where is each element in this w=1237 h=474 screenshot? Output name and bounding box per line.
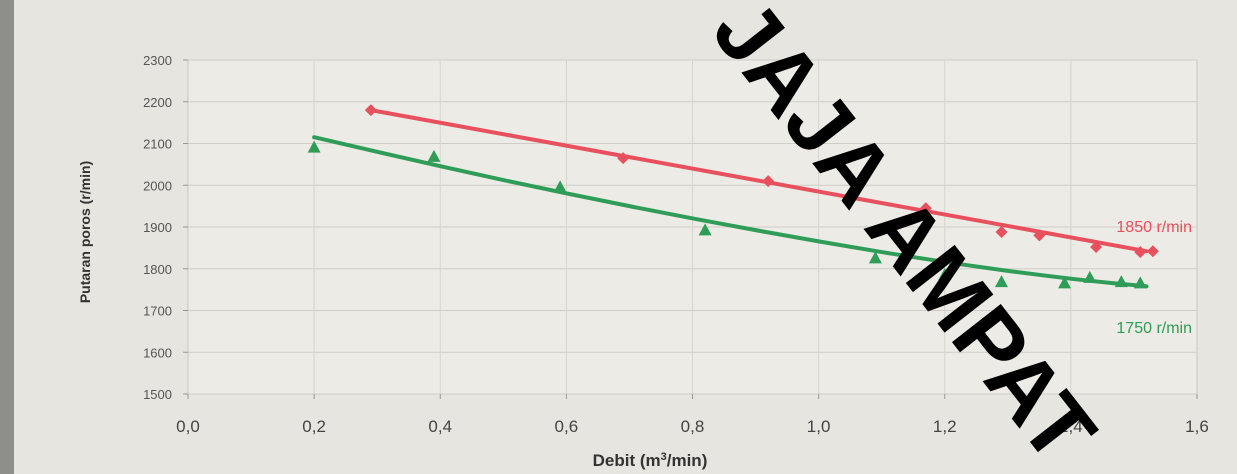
y-tick-label: 1900: [143, 220, 172, 235]
x-axis-title: Debit (m3/min): [593, 451, 708, 470]
data-point: [1090, 241, 1103, 254]
data-point: [1114, 275, 1128, 288]
x-tick-label: 0,8: [681, 417, 705, 436]
data-point: [1033, 229, 1046, 242]
y-tick-label: 2200: [143, 95, 172, 110]
trend-line: [312, 135, 1149, 289]
x-axis-title-rest: /min): [667, 451, 708, 470]
series-1850: [364, 104, 1159, 259]
series-label-1850: 1850 r/min: [1116, 219, 1192, 236]
series-layer: [307, 104, 1159, 289]
data-point: [617, 152, 630, 165]
trend-line: [368, 108, 1149, 254]
x-tick-label: 0,2: [302, 417, 326, 436]
y-axis-title: Putaran poros (r/min): [77, 161, 93, 303]
data-point: [698, 223, 712, 236]
y-tick-label: 2000: [143, 178, 172, 193]
x-tick-label: 1,0: [807, 417, 831, 436]
data-point: [364, 104, 377, 117]
gridlines: [183, 59, 1198, 399]
data-point: [553, 180, 567, 193]
data-point: [868, 251, 882, 264]
data-point: [427, 149, 441, 162]
data-point: [1058, 276, 1072, 289]
data-point: [1083, 270, 1097, 283]
data-point: [919, 202, 932, 215]
x-tick-label: 1,6: [1185, 417, 1209, 436]
data-point: [995, 226, 1008, 239]
data-point: [1146, 245, 1159, 258]
x-axis-title-superscript: 3: [661, 451, 667, 463]
series-1750: [307, 135, 1149, 289]
y-tick-label: 1800: [143, 262, 172, 277]
y-tick-label: 2100: [143, 137, 172, 152]
y-tick-labels: 1500 1600 1700 1800 1900 2000 2100 2200 2300: [143, 53, 172, 402]
data-point: [1134, 246, 1147, 259]
data-point: [995, 275, 1009, 288]
data-point: [1133, 276, 1147, 289]
x-tick-labels: 0,0 0,2 0,4 0,6 0,8 1,0 1,2 1,4 1,6: [176, 417, 1209, 436]
y-tick-label: 1700: [143, 304, 172, 319]
x-tick-label: 1,2: [933, 417, 957, 436]
data-point: [307, 140, 321, 153]
series-label-1750: 1750 r/min: [1116, 320, 1192, 337]
data-point: [762, 175, 775, 188]
y-tick-label: 2300: [143, 53, 172, 68]
x-tick-label: 0,6: [555, 417, 579, 436]
x-tick-label: 0,0: [176, 417, 200, 436]
left-shadow: [0, 0, 14, 474]
x-tick-label: 1,4: [1059, 417, 1083, 436]
y-tick-label: 1600: [143, 345, 172, 360]
x-tick-label: 0,4: [428, 417, 452, 436]
y-tick-label: 1500: [143, 387, 172, 402]
data-point: [938, 268, 952, 281]
